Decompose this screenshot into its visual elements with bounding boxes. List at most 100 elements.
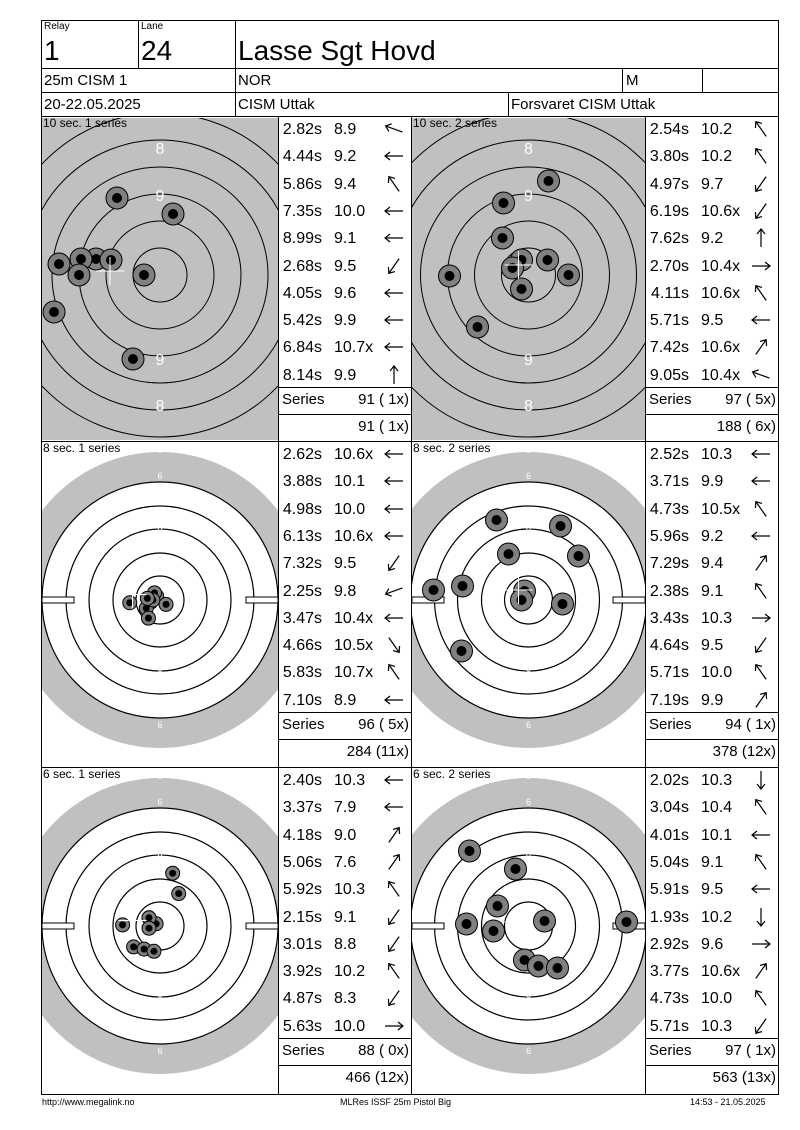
shot-row: 3.37s 7.9	[282, 794, 410, 821]
series-label: Series	[649, 1042, 692, 1059]
shot-hole	[504, 857, 527, 881]
shot-hole	[486, 894, 509, 918]
club-name: Forsvaret CISM Uttak	[511, 96, 656, 113]
shot-row: 2.62s 10.6x	[282, 441, 410, 468]
series-total: 94 ( 1x)	[725, 716, 776, 733]
footer-timestamp: 14:53 - 21.05.2025	[690, 1097, 766, 1107]
shot-hole	[492, 191, 515, 215]
target-ring	[88, 528, 232, 672]
shot-row: 3.88s 10.1	[282, 468, 410, 495]
shot-value: 10.2	[334, 963, 366, 981]
ring-number: 8	[526, 993, 531, 1003]
shot-time: 3.37s	[282, 799, 322, 817]
shot-row: 5.71s 10.0	[649, 659, 777, 686]
ring-number: 7	[526, 1021, 531, 1031]
running-total: 188 ( 6x)	[716, 418, 776, 435]
shot-direction-arrow-icon	[755, 691, 768, 708]
shot-time: 4.66s	[282, 637, 322, 655]
shot-hole	[527, 954, 550, 978]
shot-value: 9.1	[701, 853, 724, 871]
target-ring	[112, 878, 208, 974]
series-title: 6 sec. 2 series	[413, 767, 491, 781]
shot-time: 2.25s	[282, 582, 322, 600]
shot-value: 10.0	[334, 500, 366, 518]
shot-direction-arrow-icon	[384, 288, 403, 298]
shot-direction-arrow-icon	[387, 257, 400, 274]
shot-direction-arrow-icon	[388, 826, 401, 843]
shot-hole	[551, 592, 574, 616]
shot-direction-arrow-icon	[387, 175, 400, 192]
shot-value: 10.5x	[701, 500, 741, 518]
shot-value: 7.9	[334, 799, 357, 817]
target-5: 5 6 7 8 8 7 6 5	[42, 769, 278, 1091]
shot-direction-arrow-icon	[751, 315, 770, 325]
shot-direction-arrow-icon	[752, 261, 771, 270]
shot-hole	[458, 839, 481, 863]
shot-direction-arrow-icon	[755, 555, 768, 571]
ring-number: 5	[157, 445, 162, 455]
shot-time: 3.71s	[649, 473, 689, 491]
ring-number: 6	[157, 720, 162, 730]
shot-direction-arrow-icon	[387, 990, 400, 1007]
shot-hole	[510, 588, 533, 612]
group-center-crosshair	[96, 257, 124, 285]
shot-time: 3.80s	[649, 148, 689, 166]
shot-time: 7.35s	[282, 202, 322, 220]
target-ring	[412, 807, 645, 1045]
shot-row: 4.11s 10.6x	[649, 280, 777, 307]
shot-time: 4.73s	[649, 990, 689, 1008]
target-ring	[412, 481, 645, 719]
shot-time: 2.70s	[649, 257, 689, 275]
relay-number: 1	[44, 35, 60, 66]
shot-value: 10.2	[701, 121, 733, 138]
ring-number: 5	[157, 771, 162, 781]
shot-row: 3.71s 9.9	[649, 468, 777, 495]
shot-row: 2.52s 10.3	[649, 441, 777, 468]
shot-row: 4.05s 9.6	[282, 280, 410, 307]
shot-hole	[105, 186, 129, 210]
shot-value: 10.1	[334, 473, 366, 491]
shot-row: 3.01s 8.8	[282, 931, 410, 958]
target-ring	[456, 528, 601, 672]
shot-direction-arrow-icon	[388, 853, 401, 870]
shot-value: 10.4x	[334, 609, 374, 627]
shot-row: 7.29s 9.4	[649, 550, 777, 577]
shot-direction-arrow-icon	[384, 802, 403, 812]
shot-row: 7.42s 10.6x	[649, 334, 777, 361]
running-total: 563 (13x)	[712, 1069, 776, 1086]
shot-direction-arrow-icon	[387, 962, 400, 979]
ring-number: 7	[526, 496, 531, 506]
shot-direction-arrow-icon	[754, 990, 767, 1007]
shot-row: 2.54s 10.2	[649, 116, 777, 143]
lane-number: 24	[141, 35, 173, 66]
shot-value: 10.4x	[701, 257, 741, 275]
target-3: 5 6 7 8 8 7 6 5	[42, 443, 278, 765]
shot-time: 7.42s	[649, 339, 689, 357]
target-ring	[42, 139, 278, 411]
shot-time: 7.19s	[649, 691, 689, 709]
shot-row: 5.63s 10.0	[282, 1013, 410, 1040]
target-ring	[480, 878, 577, 974]
group-center-crosshair	[118, 580, 147, 609]
shot-row: 2.40s 10.3	[282, 767, 410, 794]
series-title: 10 sec. 2 series	[413, 116, 498, 130]
shot-row: 4.98s 10.0	[282, 496, 410, 523]
shot-row: 8.14s 9.9	[282, 362, 410, 389]
shot-row: 6.13s 10.6x	[282, 523, 410, 550]
shot-value: 9.5	[701, 637, 724, 655]
shot-value: 9.7	[701, 175, 724, 193]
shot-row: 3.43s 10.3	[649, 605, 777, 632]
series-label: Series	[282, 391, 325, 408]
shot-direction-arrow-icon	[754, 120, 767, 137]
shot-direction-arrow-icon	[754, 203, 767, 220]
footer-program: MLRes ISSF 25m Pistol Big	[340, 1097, 452, 1107]
shot-value: 9.9	[701, 691, 724, 709]
shot-time: 4.97s	[649, 175, 689, 193]
ring-number: 7	[157, 1021, 162, 1031]
shot-direction-arrow-icon	[754, 582, 767, 599]
shot-row: 2.38s 9.1	[649, 578, 777, 605]
shot-hole	[122, 595, 138, 611]
shot-time: 7.10s	[282, 691, 322, 709]
running-total: 466 (12x)	[345, 1069, 409, 1086]
shot-value: 10.0	[334, 202, 366, 220]
